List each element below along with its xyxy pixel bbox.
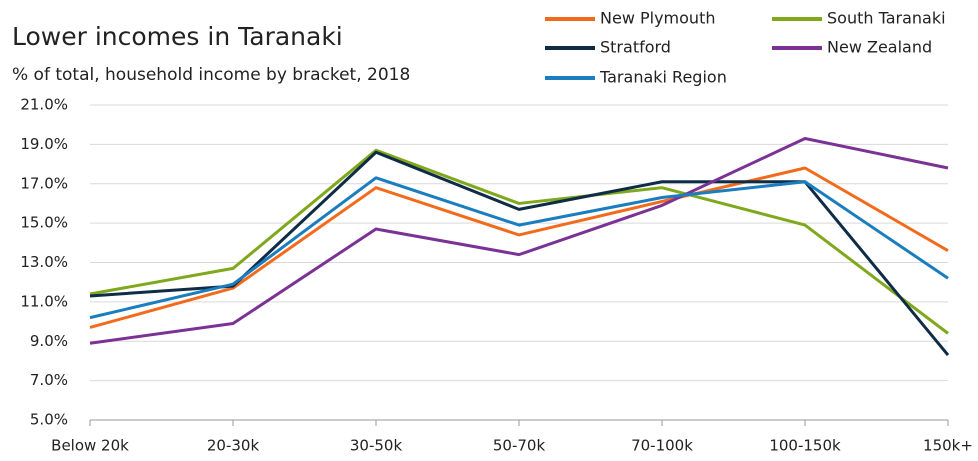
y-tick-label: 11.0% [20,292,68,310]
y-tick-label: 15.0% [20,214,68,232]
x-tick-label: 50-70k [493,437,546,455]
series-line [89,176,949,320]
y-tick-label: 9.0% [30,332,68,350]
y-tick-label: 13.0% [20,253,68,271]
series-line [89,148,949,335]
legend-label: South Taranaki [827,9,946,28]
legend-label: New Plymouth [600,9,715,28]
y-tick-label: 21.0% [20,96,68,114]
legend-label: Taranaki Region [599,68,727,87]
x-tick-label: 150k+ [923,437,973,455]
legend-label: New Zealand [827,38,932,57]
y-tick-label: 17.0% [20,174,68,192]
chart-title: Lower incomes in Taranaki [12,22,343,51]
x-tick-label: 70-100k [631,437,693,455]
y-tick-label: 5.0% [30,411,68,429]
legend-label: Stratford [600,38,671,57]
x-tick-label: 20-30k [207,437,260,455]
series-line [89,136,949,345]
y-tick-label: 19.0% [20,135,68,153]
chart-subtitle: % of total, household income by bracket,… [12,65,410,85]
series-line [89,166,949,329]
x-tick-label: Below 20k [51,437,129,455]
x-tick-label: 30-50k [350,437,403,455]
y-tick-label: 7.0% [30,371,68,389]
x-tick-label: 100-150k [769,437,841,455]
